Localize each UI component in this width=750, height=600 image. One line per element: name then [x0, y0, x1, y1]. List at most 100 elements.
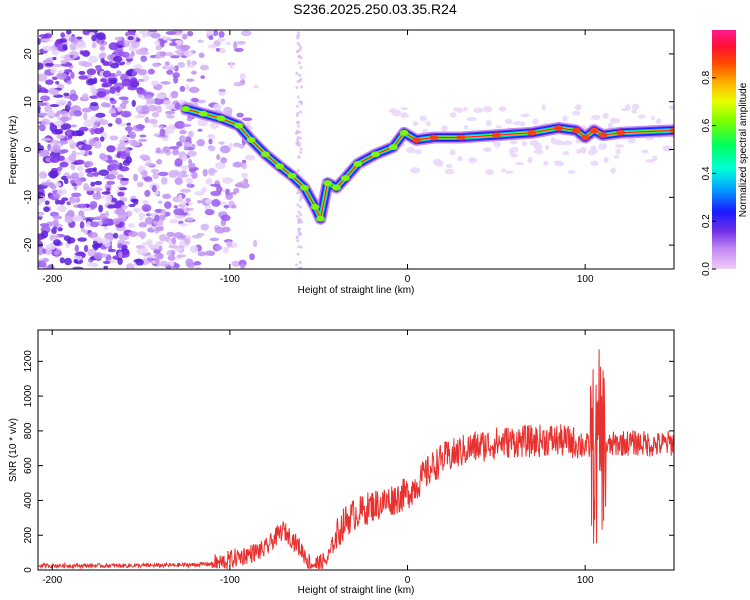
noise-blob — [137, 69, 148, 76]
snr-series-line — [38, 349, 674, 570]
noise-blob — [69, 42, 77, 51]
noise-blob — [215, 47, 221, 52]
ridge-point — [399, 129, 409, 136]
noise-blob — [562, 151, 570, 156]
noise-blob — [77, 203, 87, 209]
noise-blob — [168, 244, 179, 249]
noise-blob — [299, 213, 303, 217]
noise-blob — [47, 109, 55, 117]
noise-blob — [121, 78, 133, 87]
noise-blob — [151, 111, 160, 118]
noise-blob — [54, 129, 64, 135]
noise-blob — [69, 36, 78, 43]
noise-blob — [298, 233, 302, 237]
noise-blob — [166, 231, 175, 238]
noise-blob — [174, 177, 183, 186]
ridge-point — [287, 172, 297, 179]
ridge-point — [180, 105, 190, 112]
noise-blob — [99, 119, 109, 126]
noise-blob — [118, 166, 130, 172]
noise-blob — [234, 47, 244, 53]
noise-blob — [432, 158, 443, 166]
noise-blob — [51, 76, 58, 81]
noise-blob — [180, 212, 189, 216]
noise-blob — [78, 171, 84, 178]
noise-blob — [155, 226, 164, 232]
noise-blob — [95, 65, 102, 72]
noise-blob — [130, 40, 140, 49]
ridge-point — [571, 127, 581, 134]
noise-blob — [197, 251, 206, 257]
noise-blob — [85, 221, 92, 228]
noise-blob — [128, 203, 136, 208]
noise-blob — [553, 160, 562, 164]
noise-blob — [73, 259, 79, 264]
colorbar: 0.0 0.2 0.4 0.6 0.8 Normalized spectral ampl… — [701, 30, 749, 276]
noise-blob — [185, 216, 194, 222]
noise-blob — [144, 95, 153, 100]
ridge-point — [456, 134, 466, 141]
noise-blob — [180, 44, 189, 52]
noise-blob — [74, 178, 83, 186]
noise-blob — [49, 122, 54, 127]
noise-blob — [80, 227, 86, 233]
noise-blob — [170, 249, 175, 257]
ridge-point — [234, 122, 244, 129]
noise-blob — [95, 112, 106, 118]
ridge-point — [669, 127, 674, 134]
y-tick-label: 0 — [23, 146, 34, 152]
noise-blob — [64, 69, 73, 73]
noise-blob — [90, 102, 99, 107]
noise-blob — [38, 38, 41, 45]
noise-blob — [152, 171, 159, 180]
noise-blob — [75, 197, 81, 203]
noise-blob — [133, 115, 145, 119]
noise-blob — [185, 258, 194, 267]
snr-y-label: SNR (10 * v/v) — [8, 418, 19, 482]
noise-blob — [93, 216, 104, 221]
noise-blob — [297, 155, 301, 159]
noise-blob — [574, 104, 582, 111]
noise-blob — [297, 230, 301, 234]
spectrogram-y-label: Frequency (Hz) — [8, 116, 19, 185]
noise-blob — [96, 91, 107, 98]
noise-blob — [627, 137, 636, 144]
noise-blob — [63, 235, 71, 242]
noise-blob — [65, 175, 77, 179]
noise-blob — [412, 121, 419, 127]
ridge-point — [331, 184, 341, 191]
noise-blob — [40, 95, 51, 102]
noise-blob — [241, 159, 247, 164]
noise-blob — [191, 97, 199, 103]
noise-blob — [57, 69, 65, 74]
noise-blob — [147, 244, 158, 249]
noise-blob — [236, 112, 244, 118]
noise-blob — [141, 199, 149, 205]
noise-blob — [206, 30, 214, 36]
noise-blob — [83, 112, 88, 121]
noise-blob — [99, 126, 104, 133]
noise-blob — [113, 55, 123, 63]
x-tick-label: -100 — [220, 575, 240, 586]
noise-blob — [167, 255, 176, 261]
noise-blob — [61, 197, 69, 202]
noise-blob — [79, 126, 89, 132]
noise-blob — [168, 146, 180, 150]
noise-blob — [185, 177, 194, 184]
noise-blob — [113, 200, 121, 209]
noise-blob — [181, 155, 188, 161]
noise-blob — [141, 33, 148, 39]
noise-blob — [42, 258, 49, 263]
noise-blob — [144, 116, 150, 124]
noise-blob — [173, 30, 183, 34]
ridge-point — [589, 127, 599, 134]
noise-blob — [88, 31, 95, 36]
noise-blob — [590, 160, 599, 167]
noise-blob — [52, 193, 61, 198]
noise-blob — [615, 144, 625, 148]
noise-blob — [60, 32, 66, 38]
noise-blob — [70, 71, 75, 79]
noise-blob — [39, 149, 50, 157]
noise-blob — [123, 40, 131, 48]
noise-blob — [180, 165, 189, 170]
